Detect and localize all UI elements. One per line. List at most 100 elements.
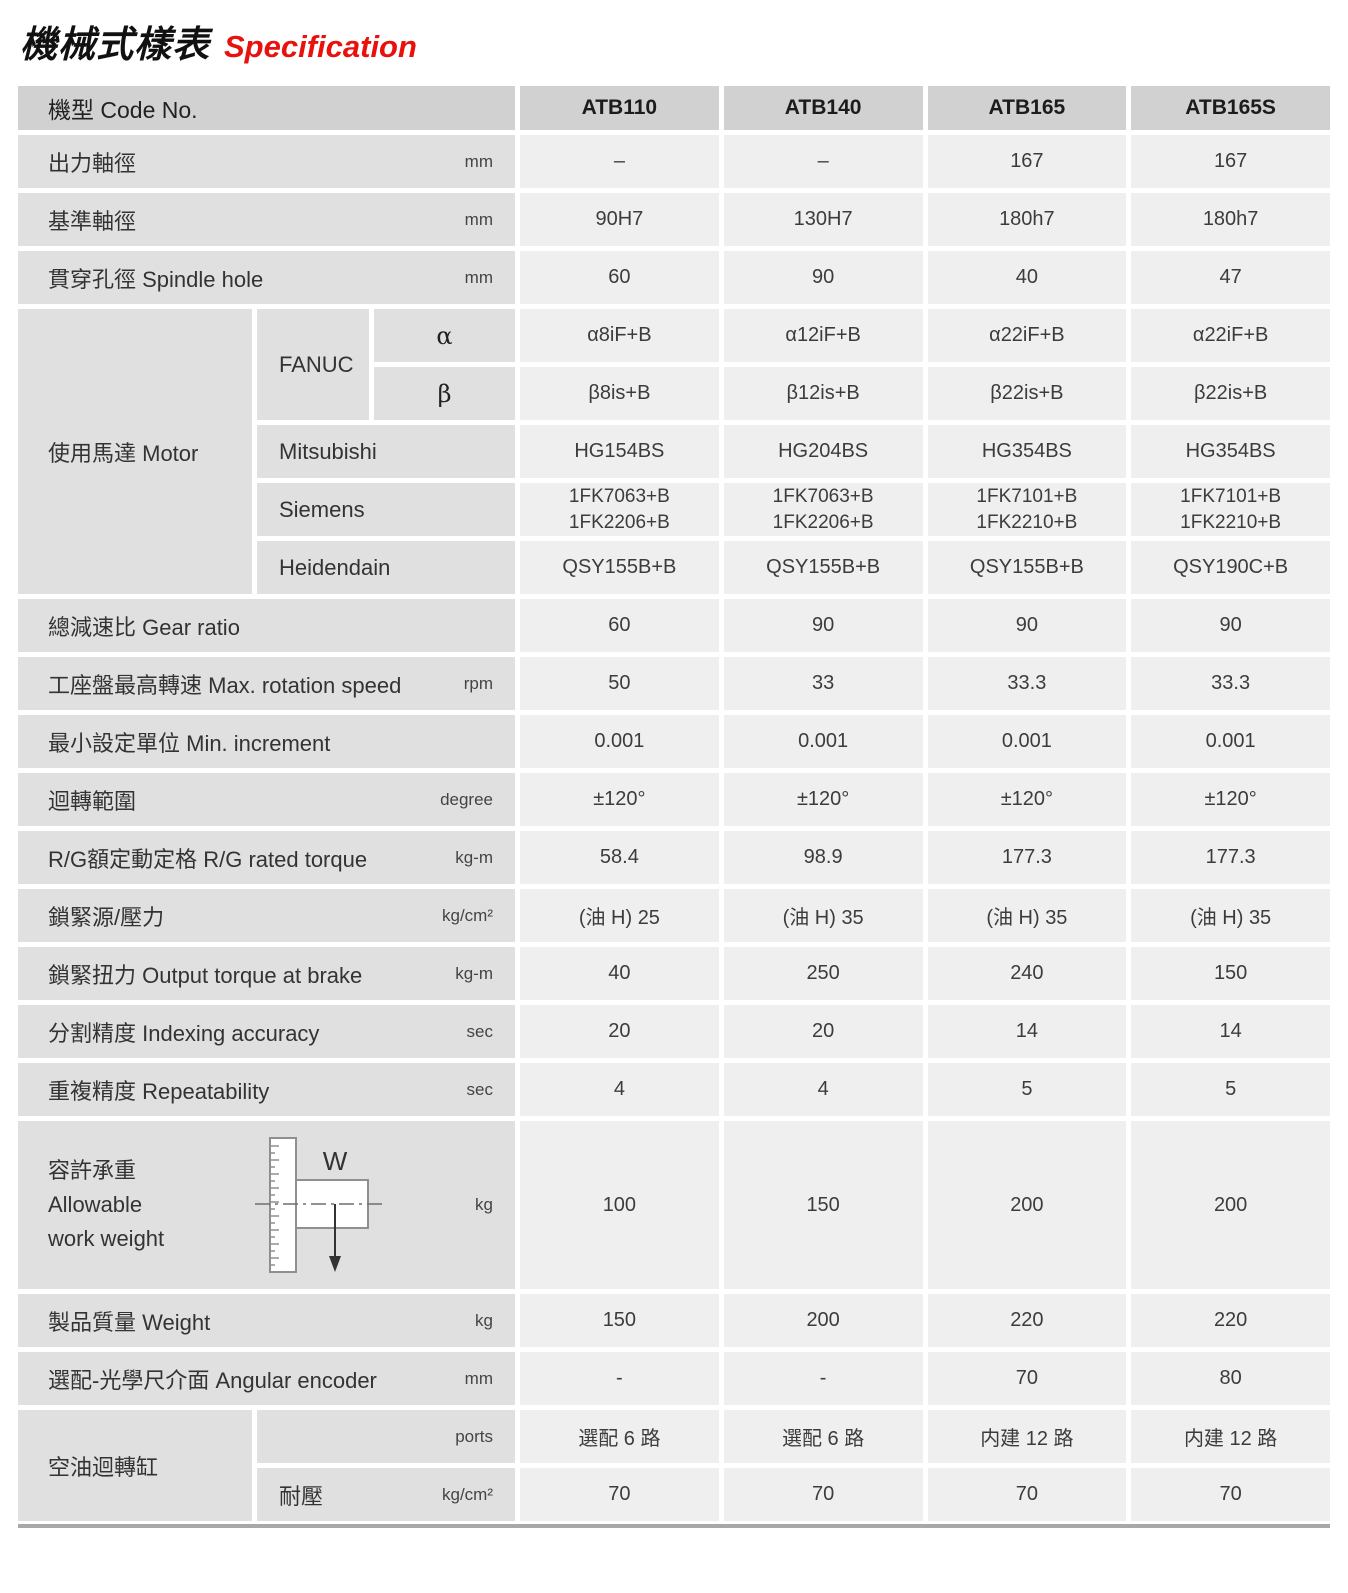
rotary-cylinder-section-label: 空油迴轉缸	[18, 1410, 252, 1521]
mitsubishi-value: HG354BS	[1131, 425, 1330, 478]
spindle-hole-label: 貫穿孔徑 Spindle hole	[48, 266, 264, 292]
angular-encoder-value: -	[723, 1352, 923, 1405]
fanuc-alpha-value: α22iF+B	[1131, 309, 1330, 362]
page-title: 機械式樣表 Specification	[20, 14, 1330, 68]
gear-ratio-value: 60	[520, 599, 719, 652]
max-speed-value: 50	[520, 657, 719, 710]
cylinder-pressure-value: 70	[1131, 1468, 1330, 1521]
indexing-accuracy-value: 14	[927, 1005, 1127, 1058]
weight-unit: kg	[475, 1310, 493, 1330]
gear-ratio-value: 90	[723, 599, 923, 652]
work-weight-value: 100	[520, 1121, 719, 1289]
clamp-pressure-unit: kg/cm²	[442, 905, 493, 925]
max-speed-value: 33	[723, 657, 923, 710]
weight-label: 製品質量 Weight	[48, 1309, 211, 1335]
header-model-atb140: ATB140	[723, 86, 923, 130]
base-shaft-value: 180h7	[1131, 193, 1330, 246]
rated-torque-value: 177.3	[1131, 831, 1330, 884]
repeatability-value: 4	[723, 1063, 923, 1116]
siemens-value: 1FK7101+B 1FK2210+B	[927, 483, 1127, 536]
spindle-hole-row-label: 貫穿孔徑 Spindle hole mm	[18, 251, 515, 304]
specification-table: 機型 Code No. ATB110 ATB140 ATB165 ATB165S…	[18, 86, 1330, 1521]
repeatability-label: 重複精度 Repeatability	[48, 1078, 270, 1104]
angular-encoder-row-label: 選配-光學尺介面 Angular encoder mm	[18, 1352, 515, 1405]
motor-brand-mitsubishi: Mitsubishi	[257, 425, 515, 478]
rotary-cylinder-label: 空油迴轉缸	[48, 1454, 159, 1480]
base-shaft-unit: mm	[464, 209, 493, 229]
output-shaft-value: –	[723, 135, 923, 188]
mitsubishi-value: HG204BS	[723, 425, 923, 478]
brake-torque-label: 鎖緊扭力 Output torque at brake	[48, 962, 363, 988]
repeatability-row-label: 重複精度 Repeatability sec	[18, 1063, 515, 1116]
spec-page: 機械式樣表 Specification 機型 Code No. ATB110 A…	[18, 14, 1330, 1528]
motor-label: 使用馬達 Motor	[48, 440, 199, 466]
clamp-pressure-row-label: 鎖緊源/壓力 kg/cm²	[18, 889, 515, 942]
heidendain-value: QSY155B+B	[927, 541, 1127, 594]
spindle-hole-value: 40	[927, 251, 1127, 304]
max-speed-label: 工座盤最高轉速 Max. rotation speed	[48, 672, 402, 698]
spindle-hole-value: 47	[1131, 251, 1330, 304]
weight-value: 200	[723, 1294, 923, 1347]
brake-torque-value: 250	[723, 947, 923, 1000]
output-shaft-row-label: 出力軸徑 mm	[18, 135, 515, 188]
repeatability-value: 5	[1131, 1063, 1330, 1116]
page-title-en: Specification	[224, 29, 417, 64]
motor-brand-siemens: Siemens	[257, 483, 515, 536]
load-arrow-head	[328, 1256, 341, 1272]
heidendain-value: QSY155B+B	[520, 541, 719, 594]
max-speed-value: 33.3	[927, 657, 1127, 710]
cylinder-pressure-value: 70	[520, 1468, 719, 1521]
output-shaft-label: 出力軸徑	[48, 150, 137, 176]
gear-ratio-row-label: 總減速比 Gear ratio	[18, 599, 515, 652]
cylinder-ports-value: 内建 12 路	[1131, 1410, 1330, 1463]
brake-torque-value: 150	[1131, 947, 1330, 1000]
cylinder-ports-value: 選配 6 路	[520, 1410, 719, 1463]
gear-ratio-label: 總減速比 Gear ratio	[48, 614, 240, 640]
rated-torque-value: 177.3	[927, 831, 1127, 884]
min-increment-label: 最小設定單位 Min. increment	[48, 730, 331, 756]
base-shaft-value: 180h7	[927, 193, 1127, 246]
fanuc-beta-value: β22is+B	[927, 367, 1127, 420]
angular-encoder-unit: mm	[464, 1368, 493, 1388]
repeatability-value: 5	[927, 1063, 1127, 1116]
rated-torque-row-label: R/G額定動定格 R/G rated torque kg-m	[18, 831, 515, 884]
weight-row-label: 製品質量 Weight kg	[18, 1294, 515, 1347]
min-increment-value: 0.001	[520, 715, 719, 768]
indexing-accuracy-row-label: 分割精度 Indexing accuracy sec	[18, 1005, 515, 1058]
heidendain-label: Heidendain	[279, 554, 391, 580]
clamp-pressure-label: 鎖緊源/壓力	[48, 904, 165, 930]
cylinder-pressure-value: 70	[723, 1468, 923, 1521]
cylinder-pressure-value: 70	[927, 1468, 1127, 1521]
siemens-label: Siemens	[279, 496, 365, 522]
work-weight-value: 200	[1131, 1121, 1330, 1289]
base-shaft-label: 基準軸徑	[48, 208, 137, 234]
fanuc-beta-value: β12is+B	[723, 367, 923, 420]
min-increment-value: 0.001	[1131, 715, 1330, 768]
work-weight-label: 容許承重 Allowable work weight	[48, 1157, 165, 1252]
clamp-pressure-value: (油 H) 35	[723, 889, 923, 942]
spindle-hole-value: 60	[520, 251, 719, 304]
weight-value: 220	[1131, 1294, 1330, 1347]
indexing-accuracy-value: 20	[520, 1005, 719, 1058]
brake-torque-unit: kg-m	[455, 963, 493, 983]
page-title-zh: 機械式樣表	[20, 24, 210, 65]
angular-encoder-label: 選配-光學尺介面 Angular encoder	[48, 1367, 377, 1393]
cylinder-ports-unit: ports	[455, 1426, 493, 1446]
fanuc-label: FANUC	[279, 351, 354, 377]
min-increment-row-label: 最小設定單位 Min. increment	[18, 715, 515, 768]
cylinder-ports-value: 内建 12 路	[927, 1410, 1127, 1463]
repeatability-value: 4	[520, 1063, 719, 1116]
motor-brand-fanuc: FANUC	[257, 309, 369, 420]
work-weight-diagram: W	[254, 1137, 383, 1273]
repeatability-unit: sec	[466, 1079, 493, 1099]
rotation-range-value: ±120°	[927, 773, 1127, 826]
header-code-no: 機型 Code No.	[18, 86, 515, 130]
cylinder-pressure-row-label: 耐壓 kg/cm²	[257, 1468, 515, 1521]
heidendain-value: QSY190C+B	[1131, 541, 1330, 594]
fanuc-alpha-value: α22iF+B	[927, 309, 1127, 362]
load-w-label: W	[322, 1146, 347, 1176]
rotation-range-row-label: 迴轉範圍 degree	[18, 773, 515, 826]
siemens-value: 1FK7063+B 1FK2206+B	[520, 483, 719, 536]
weight-value: 150	[520, 1294, 719, 1347]
clamp-pressure-value: (油 H) 35	[927, 889, 1127, 942]
